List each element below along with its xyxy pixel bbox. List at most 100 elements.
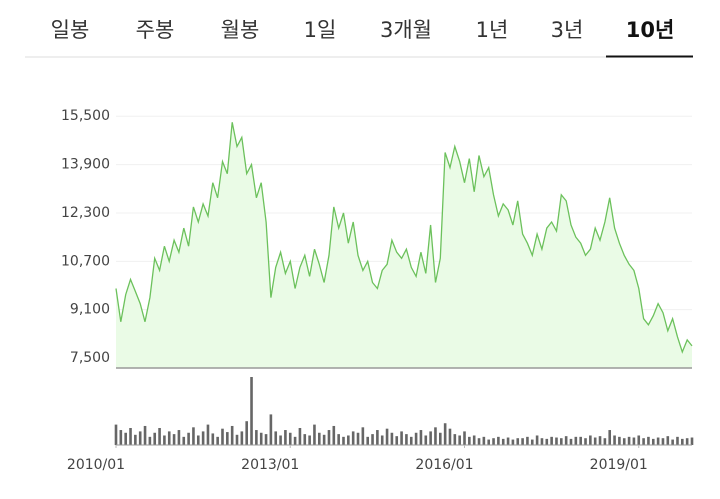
volume-bar — [472, 435, 476, 445]
volume-bar — [134, 434, 137, 445]
volume-bar — [671, 439, 674, 445]
volume-bar — [608, 430, 612, 445]
volume-bar — [138, 431, 142, 445]
tab[interactable]: 3년 — [551, 18, 584, 42]
tab[interactable]: 일봉 — [51, 18, 90, 42]
volume-bar — [622, 438, 626, 445]
volume-bar — [255, 430, 258, 445]
volume-bar — [676, 436, 679, 445]
volume-bar — [482, 436, 486, 445]
tab[interactable]: 월봉 — [221, 18, 260, 42]
volume-bar — [530, 439, 534, 445]
volume-bar — [347, 435, 350, 445]
volume-bar — [521, 438, 524, 445]
volume-bar — [332, 425, 336, 445]
price-area — [116, 122, 692, 368]
volume-bar — [506, 437, 510, 445]
volume-bar — [637, 435, 641, 445]
volume-bar — [274, 431, 278, 445]
volume-bar — [651, 438, 655, 445]
volume-bar — [405, 434, 408, 445]
volume-bar — [487, 439, 491, 445]
volume-bar — [589, 435, 592, 445]
volume-bar — [371, 434, 374, 445]
volume-bar — [148, 436, 152, 445]
tab[interactable]: 1일 — [304, 18, 337, 42]
volume-bar — [656, 437, 660, 445]
tab[interactable]: 주봉 — [136, 18, 175, 42]
volume-bar — [361, 427, 365, 445]
volume-bar — [627, 436, 631, 445]
volume-bar — [666, 436, 670, 445]
volume-bar — [226, 432, 229, 445]
volume-bar — [555, 437, 558, 445]
volume-bar — [119, 430, 123, 445]
x-tick-label: 2019/01 — [590, 457, 648, 473]
volume-bar — [535, 435, 539, 445]
volume-bar — [376, 430, 379, 445]
volume-bar — [211, 433, 215, 445]
volume-bar — [351, 431, 355, 445]
volume-bar — [409, 436, 413, 445]
volume-bar — [342, 436, 345, 445]
x-tick-label: 2016/01 — [415, 457, 473, 473]
volume-bar — [540, 438, 544, 445]
volume-bar — [143, 425, 147, 445]
volume-bar — [356, 432, 360, 445]
volume-bar — [221, 428, 224, 445]
volume-bar — [279, 435, 282, 445]
volume-bar — [201, 431, 205, 445]
volume-bar — [424, 435, 428, 445]
y-tick-label: 9,100 — [70, 302, 110, 318]
y-tick-label: 13,900 — [61, 157, 110, 173]
volume-bar — [564, 436, 568, 445]
volume-bar — [618, 436, 621, 445]
x-tick-label: 2013/01 — [241, 457, 299, 473]
volume-bar — [613, 435, 616, 445]
volume-bar — [516, 438, 520, 445]
volume-bar — [468, 436, 471, 445]
volume-bar — [443, 423, 447, 445]
volume-bar — [322, 434, 326, 445]
volume-bar — [550, 436, 553, 445]
volume-bar — [598, 436, 602, 445]
volume-bar — [114, 424, 118, 445]
volume-bar — [177, 430, 181, 445]
volume-bar — [497, 436, 500, 445]
volume-bar — [385, 428, 389, 445]
y-tick-label: 10,700 — [61, 253, 110, 269]
volume-bar — [303, 434, 307, 445]
volume-bar — [642, 438, 645, 445]
volume-bar — [681, 438, 684, 445]
volume-bar — [366, 436, 369, 445]
volume-bar — [526, 436, 529, 445]
volume-bar — [187, 432, 190, 445]
volume-bar — [192, 427, 195, 445]
volume-bar — [250, 377, 253, 445]
volume-bar — [511, 439, 515, 445]
tab[interactable]: 10년 — [626, 18, 675, 42]
y-tick-label: 15,500 — [61, 108, 110, 124]
volume-bar — [196, 435, 200, 445]
volume-bar — [434, 427, 437, 445]
y-tick-label: 12,300 — [61, 205, 110, 221]
tab[interactable]: 3개월 — [380, 18, 432, 42]
volume-bar — [584, 438, 587, 445]
volume-bar — [593, 437, 597, 445]
volume-bar — [380, 435, 384, 445]
volume-bar — [661, 438, 665, 445]
volume-bar — [129, 428, 132, 445]
volume-bar — [240, 431, 244, 445]
volume-bar — [264, 434, 268, 445]
volume-bar — [284, 430, 287, 445]
volume-bar — [463, 431, 466, 445]
volume-bar — [206, 424, 210, 445]
tab[interactable]: 1년 — [476, 18, 509, 42]
volume-bar — [560, 438, 563, 445]
volume-bar — [172, 434, 176, 445]
volume-bar — [327, 430, 331, 445]
volume-bar — [158, 428, 161, 445]
volume-bar — [269, 414, 273, 445]
